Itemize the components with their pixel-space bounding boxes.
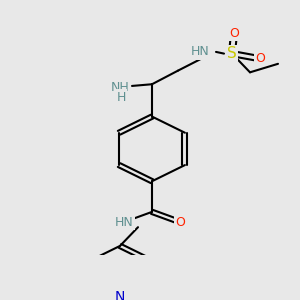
Text: HN: HN — [115, 216, 134, 229]
Text: O: O — [255, 52, 265, 65]
Text: H: H — [116, 91, 126, 103]
Text: O: O — [175, 216, 185, 229]
Text: O: O — [229, 27, 239, 40]
Text: S: S — [227, 46, 237, 61]
Text: N: N — [115, 290, 125, 300]
Text: NH: NH — [111, 81, 129, 94]
Text: HN: HN — [190, 45, 209, 58]
